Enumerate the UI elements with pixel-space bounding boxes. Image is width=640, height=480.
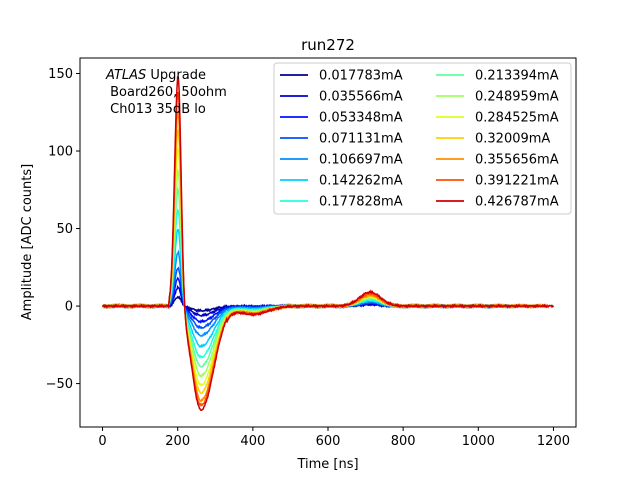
y-tick-label: −50 [46,377,73,392]
x-tick-label: 800 [391,434,416,449]
legend-label: 0.053348mA [319,111,403,126]
legend-items: 0.017783mA 0.035566mA 0.053348mA 0.071131mA… [280,69,559,210]
y-axis-label: Amplitude [ADC counts] [20,164,35,320]
legend-label: 0.106697mA [319,153,403,168]
annotation-line-1-rest: Upgrade [146,68,206,83]
y-tick-label: 0 [65,300,73,315]
legend-label: 0.284525mA [475,111,559,126]
x-tick-label: 0 [98,434,106,449]
annotation-line-3: Ch013 35dB lo [106,102,206,117]
atlas-annotation: ATLAS Upgrade Board260, 50ohm Ch013 35dB… [105,68,227,117]
annotation-line-2: Board260, 50ohm [106,85,227,100]
x-tick-label: 1000 [462,434,495,449]
legend: 0.017783mA 0.035566mA 0.053348mA 0.071131mA… [273,62,572,215]
legend-label: 0.391221mA [475,174,559,189]
x-axis-label: Time [ns] [296,457,358,472]
legend-label: 0.035566mA [319,90,403,105]
legend-label: 0.177828mA [319,195,403,210]
legend-label: 0.32009mA [475,132,550,147]
series-layer [101,76,555,412]
legend-label: 0.071131mA [319,132,403,147]
annotation-line-1: ATLAS Upgrade [105,68,206,83]
ticks-layer: 0 200 400 600 800 1000 1200 −50 0 50 100 150 [46,67,570,449]
y-tick-label: 150 [48,67,73,82]
chart-title: run272 [301,36,355,54]
x-tick-label: 400 [240,434,265,449]
series-line [102,76,555,412]
x-tick-label: 1200 [537,434,570,449]
x-tick-label: 200 [165,434,190,449]
legend-label: 0.355656mA [475,153,559,168]
legend-frame [273,62,572,215]
legend-label: 0.248959mA [475,90,559,105]
annotation-italic: ATLAS [105,68,146,83]
legend-label: 0.142262mA [319,174,403,189]
y-tick-label: 100 [48,145,73,160]
y-tick-label: 50 [56,222,73,237]
legend-label: 0.426787mA [475,195,559,210]
legend-label: 0.017783mA [319,69,403,84]
x-tick-label: 600 [316,434,341,449]
legend-label: 0.213394mA [475,69,559,84]
